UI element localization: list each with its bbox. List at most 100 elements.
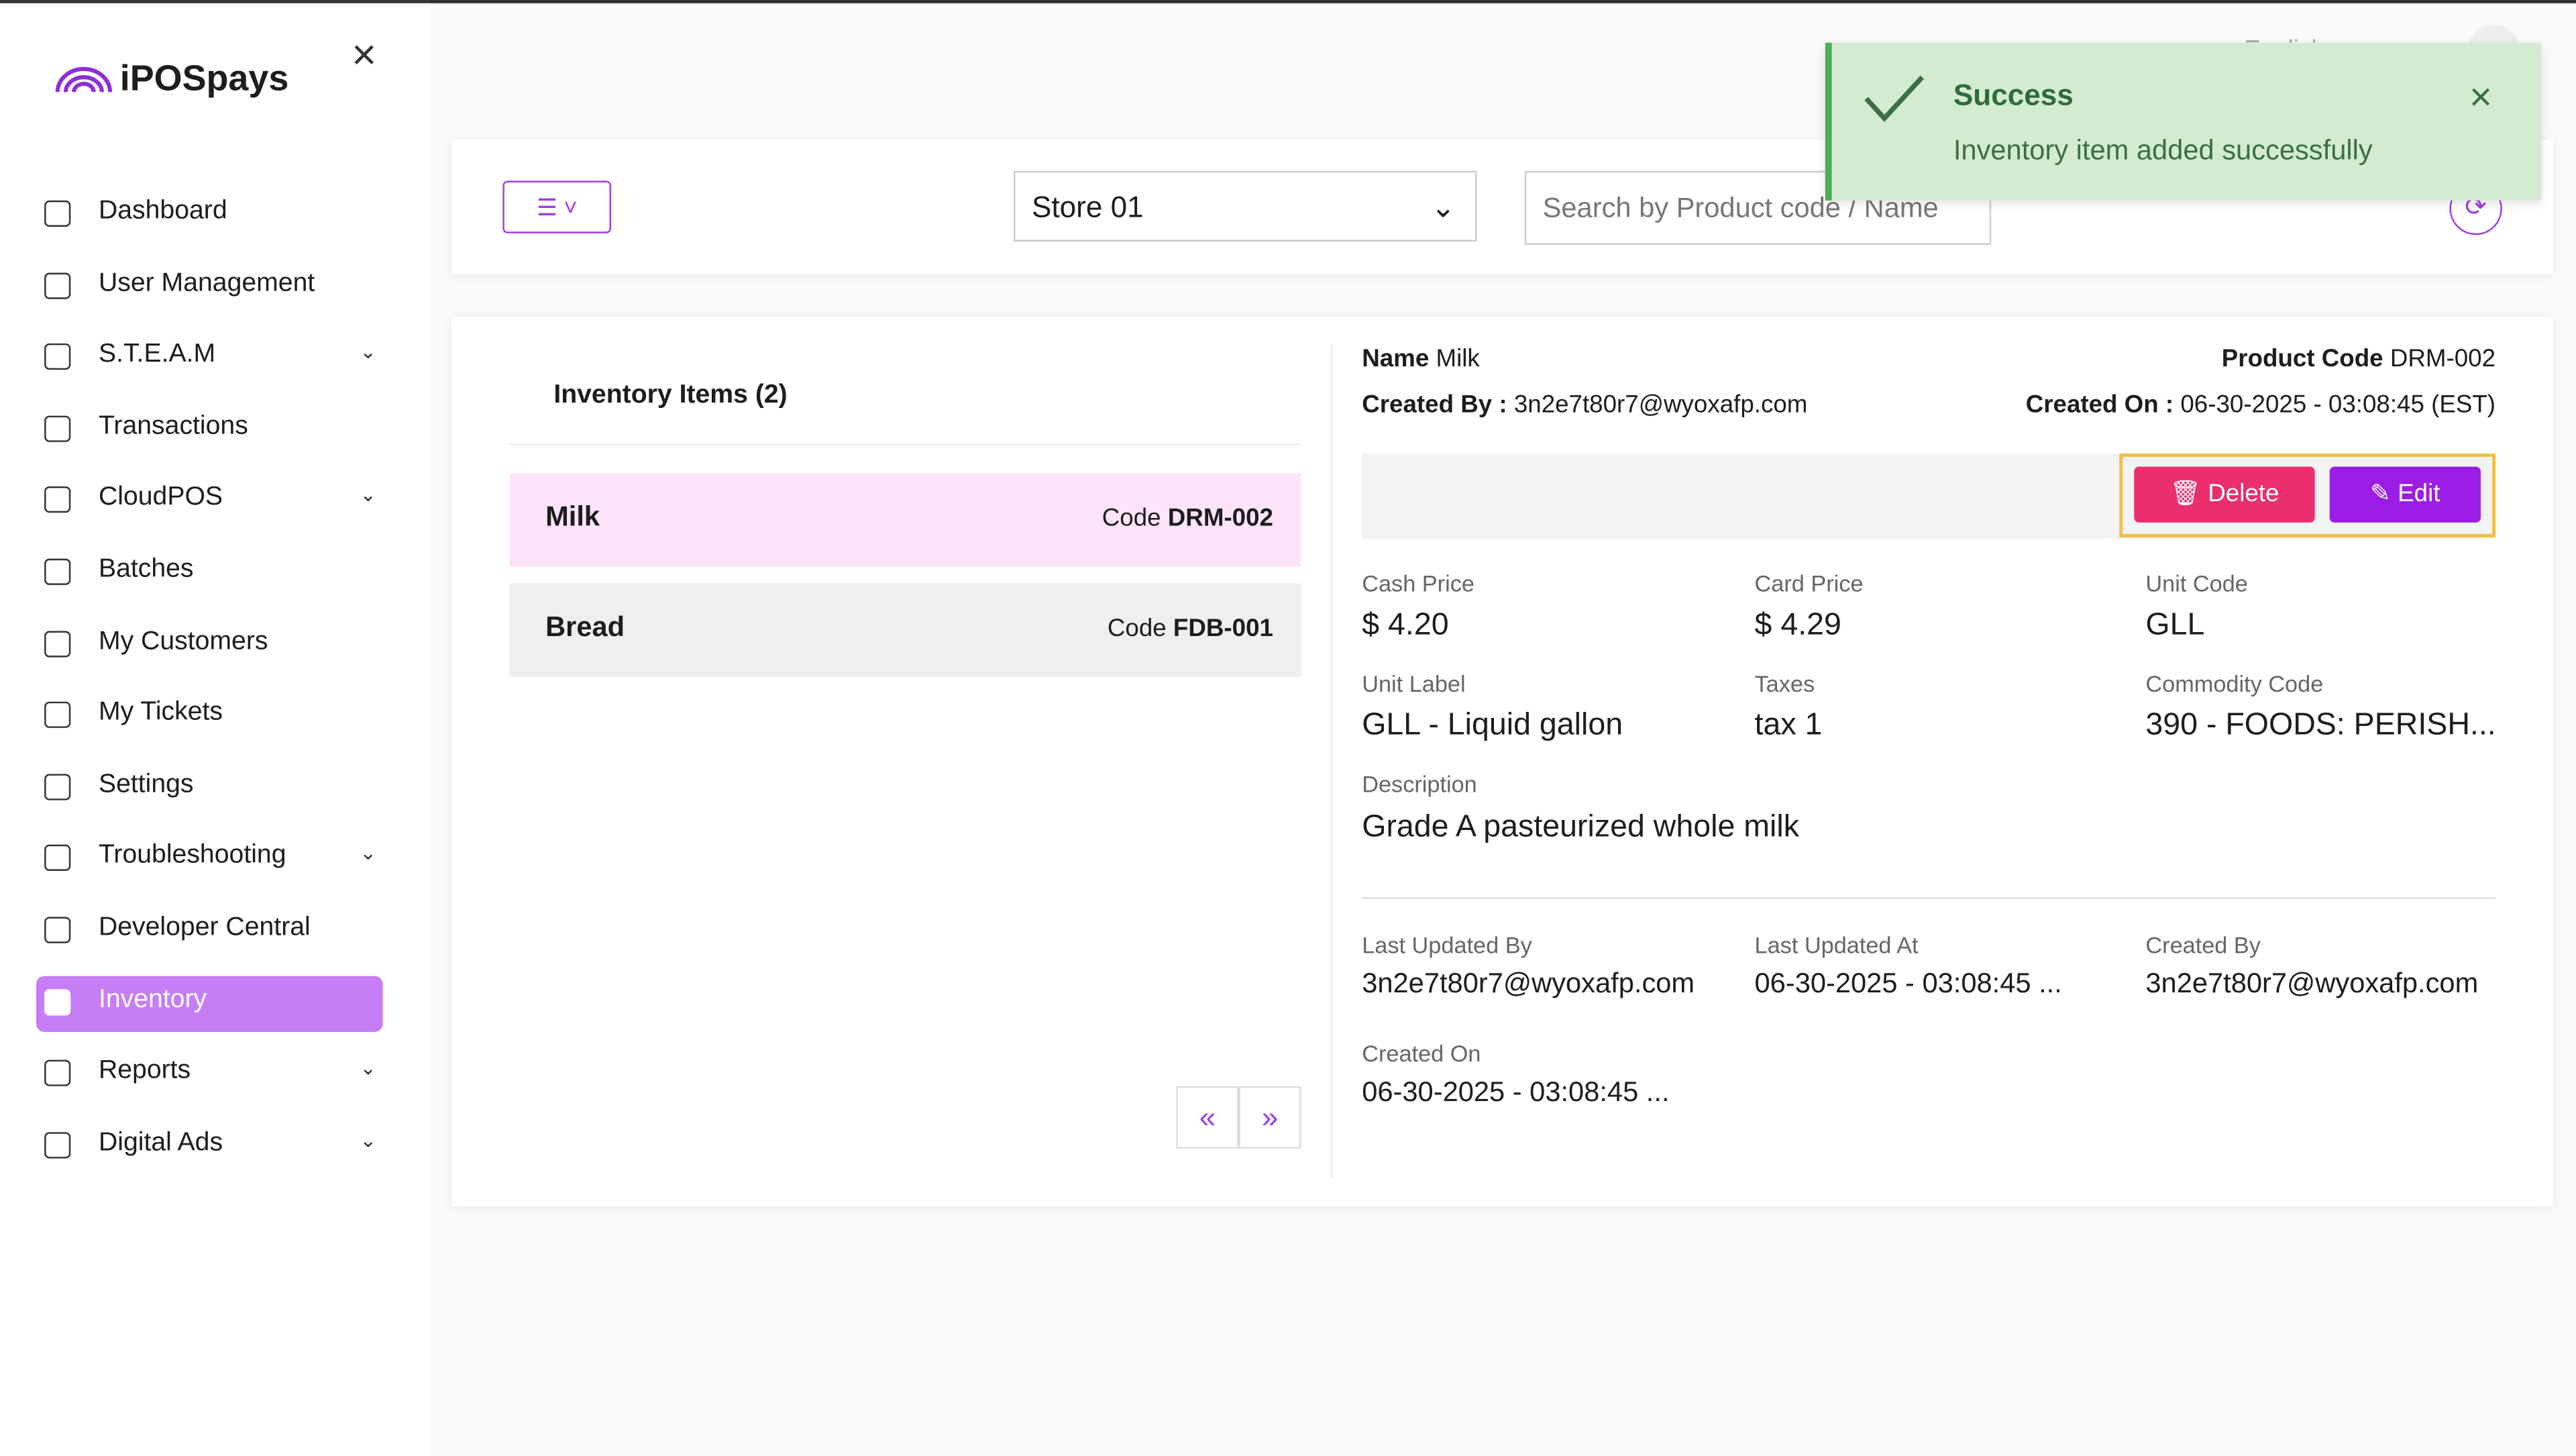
product-code-value: DRM-002 xyxy=(2390,345,2496,373)
name: Name Milk xyxy=(1362,345,1480,373)
edit-button[interactable]: ✎ Edit xyxy=(2329,466,2481,523)
name-label: Name xyxy=(1362,345,1430,373)
nav-icon xyxy=(44,845,71,872)
toast: Success Inventory item added successfull… xyxy=(1825,42,2542,201)
audit-label: Created By xyxy=(2145,931,2261,958)
field-label: Taxes xyxy=(1754,670,1815,697)
nav-item[interactable]: My Customers xyxy=(98,627,268,656)
created-by-label: Created By : xyxy=(1362,391,1507,419)
next-page[interactable]: » xyxy=(1238,1086,1301,1149)
field-value: 390 - FOODS: PERISH... xyxy=(2145,708,2496,743)
store-value: Store 01 xyxy=(1031,191,1144,224)
created-by: Created By : 3n2e7t80r7@wyoxafp.com xyxy=(1362,391,1807,419)
item-code-value: DRM-002 xyxy=(1167,504,1273,533)
item-name: Milk xyxy=(545,501,600,533)
search[interactable]: Search by Product code / Name xyxy=(1524,170,1992,245)
field-value: GLL xyxy=(2145,608,2205,643)
list-item[interactable] xyxy=(509,583,1301,677)
field-value: Grade A pasteurized whole milk xyxy=(1362,810,1799,845)
nav-item[interactable]: Troubleshooting xyxy=(98,841,286,870)
nav-icon xyxy=(44,1131,71,1159)
toast-close[interactable]: × xyxy=(2469,75,2493,120)
close-sidebar[interactable]: × xyxy=(352,30,377,79)
audit-value: 3n2e7t80r7@wyoxafp.com xyxy=(2145,968,2479,999)
field-value: $ 4.20 xyxy=(1362,608,1449,643)
prev-page[interactable]: « xyxy=(1176,1086,1239,1149)
brand: iPOSpays xyxy=(119,57,289,99)
divider xyxy=(1362,897,2496,899)
audit-label: Last Updated By xyxy=(1362,931,1532,958)
audit-value: 06-30-2025 - 03:08:45 ... xyxy=(1754,968,2062,999)
nav-icon xyxy=(44,272,71,299)
nav-item[interactable]: User Management xyxy=(98,268,315,297)
inventory-card xyxy=(451,317,2553,1206)
nav-item[interactable]: My Tickets xyxy=(98,698,223,727)
created-on: Created On : 06-30-2025 - 03:08:45 (EST) xyxy=(2026,391,2496,419)
nav-item[interactable]: CloudPOS xyxy=(98,483,223,512)
field-value: tax 1 xyxy=(1754,708,1823,743)
nav-chevron[interactable]: ⌄ xyxy=(360,1128,376,1152)
audit-label: Created On xyxy=(1362,1040,1481,1067)
nav-icon xyxy=(44,200,71,227)
field-value: GLL - Liquid gallon xyxy=(1362,708,1623,743)
created-by-value: 3n2e7t80r7@wyoxafp.com xyxy=(1513,391,1808,419)
field-label: Unit Code xyxy=(2145,570,2248,596)
check-icon xyxy=(1864,75,1925,122)
nav-item[interactable]: Reports xyxy=(98,1057,191,1085)
nav-icon xyxy=(44,702,71,729)
nav-item[interactable]: Digital Ads xyxy=(98,1128,223,1157)
divider xyxy=(1330,345,1333,1178)
nav-icon xyxy=(44,415,71,442)
audit-value: 06-30-2025 - 03:08:45 ... xyxy=(1362,1076,1670,1108)
toast-title: Success xyxy=(1953,79,2074,112)
nav-icon xyxy=(44,344,71,370)
nav-icon xyxy=(44,773,71,800)
highlight xyxy=(2119,453,2496,537)
nav-icon xyxy=(44,630,71,657)
item-name: Bread xyxy=(545,611,625,643)
name-value: Milk xyxy=(1436,345,1480,373)
created-on-label: Created On : xyxy=(2025,391,2174,419)
delete-label: Delete xyxy=(2208,480,2279,508)
nav-chevron[interactable]: ⌄ xyxy=(360,841,376,866)
list-item[interactable] xyxy=(509,473,1301,567)
nav-icon xyxy=(44,486,71,514)
nav-chevron[interactable]: ⌄ xyxy=(360,1057,376,1080)
nav-active xyxy=(36,975,383,1031)
nav-chevron[interactable]: ⌄ xyxy=(360,340,376,364)
nav-item[interactable]: S.T.E.A.M xyxy=(98,340,216,369)
nav-icon xyxy=(44,917,71,943)
nav-item[interactable]: Developer Central xyxy=(98,913,311,942)
toast-message: Inventory item added successfully xyxy=(1953,134,2373,166)
nav-item[interactable]: Batches xyxy=(98,555,194,584)
nav-item[interactable]: Transactions xyxy=(98,412,248,440)
nav-icon xyxy=(44,558,71,585)
created-on-value: 06-30-2025 - 03:08:45 (EST) xyxy=(2180,391,2496,419)
field-label: Description xyxy=(1362,770,1477,797)
field-label: Card Price xyxy=(1754,570,1864,596)
item-code: Code DRM-002 xyxy=(1102,505,1273,533)
nav-item[interactable]: Inventory xyxy=(98,985,207,1014)
nav-chevron[interactable]: ⌄ xyxy=(360,483,376,507)
nav-icon xyxy=(44,988,71,1015)
nav-item[interactable]: Settings xyxy=(98,770,194,798)
item-code-label: Code xyxy=(1102,504,1161,533)
nav-item[interactable]: Dashboard xyxy=(98,197,227,225)
field-value: $ 4.29 xyxy=(1754,608,1841,643)
field-label: Unit Label xyxy=(1362,670,1466,697)
field-label: Cash Price xyxy=(1362,570,1474,596)
item-code: Code FDB-001 xyxy=(1108,615,1273,643)
divider xyxy=(509,444,1301,446)
item-code-label: Code xyxy=(1107,614,1167,643)
audit-value: 3n2e7t80r7@wyoxafp.com xyxy=(1362,968,1695,999)
list-title: Inventory Items (2) xyxy=(553,381,788,409)
view-toggle[interactable]: ☰ ˅ xyxy=(502,180,612,233)
delete-button[interactable]: 🗑 Delete xyxy=(2134,466,2315,523)
sidebar xyxy=(0,3,431,1456)
store-select[interactable]: Store 01 ⌄ xyxy=(1014,170,1477,242)
product-code-label: Product Code xyxy=(2221,345,2383,373)
edit-label: Edit xyxy=(2398,480,2440,508)
logo xyxy=(55,66,113,93)
